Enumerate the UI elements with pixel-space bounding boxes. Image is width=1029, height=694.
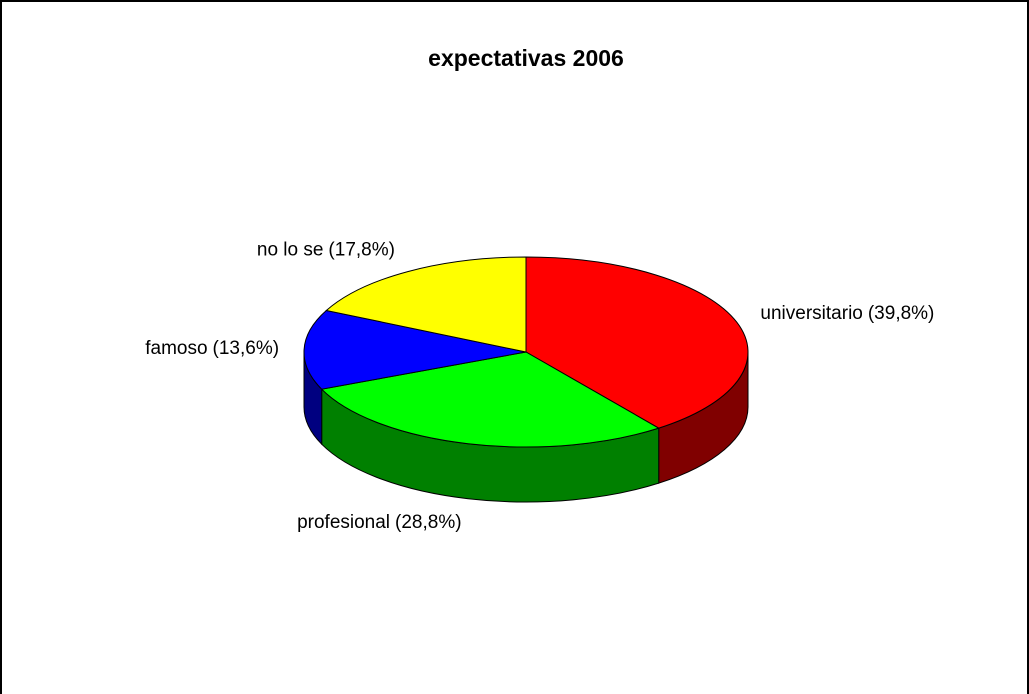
data-label: no lo se (17,8%) bbox=[257, 239, 395, 260]
slice bbox=[303, 309, 527, 390]
slice bbox=[320, 351, 660, 448]
slice bbox=[325, 256, 527, 353]
value-label: (13,6%) bbox=[213, 338, 280, 359]
chart-title: expectativas 2006 bbox=[428, 45, 624, 71]
category-name: famoso bbox=[145, 338, 207, 359]
slice bbox=[525, 256, 749, 429]
data-label: profesional (28,8%) bbox=[297, 512, 461, 533]
data-label: universitario (39,8%) bbox=[760, 303, 934, 324]
value-label: (39,8%) bbox=[868, 303, 935, 324]
value-label: (28,8%) bbox=[395, 512, 462, 533]
category-name: no lo se bbox=[257, 239, 324, 260]
category-name: universitario bbox=[760, 303, 862, 324]
data-label: famoso (13,6%) bbox=[145, 338, 279, 359]
value-label: (17,8%) bbox=[328, 239, 395, 260]
category-name: profesional bbox=[297, 512, 390, 533]
